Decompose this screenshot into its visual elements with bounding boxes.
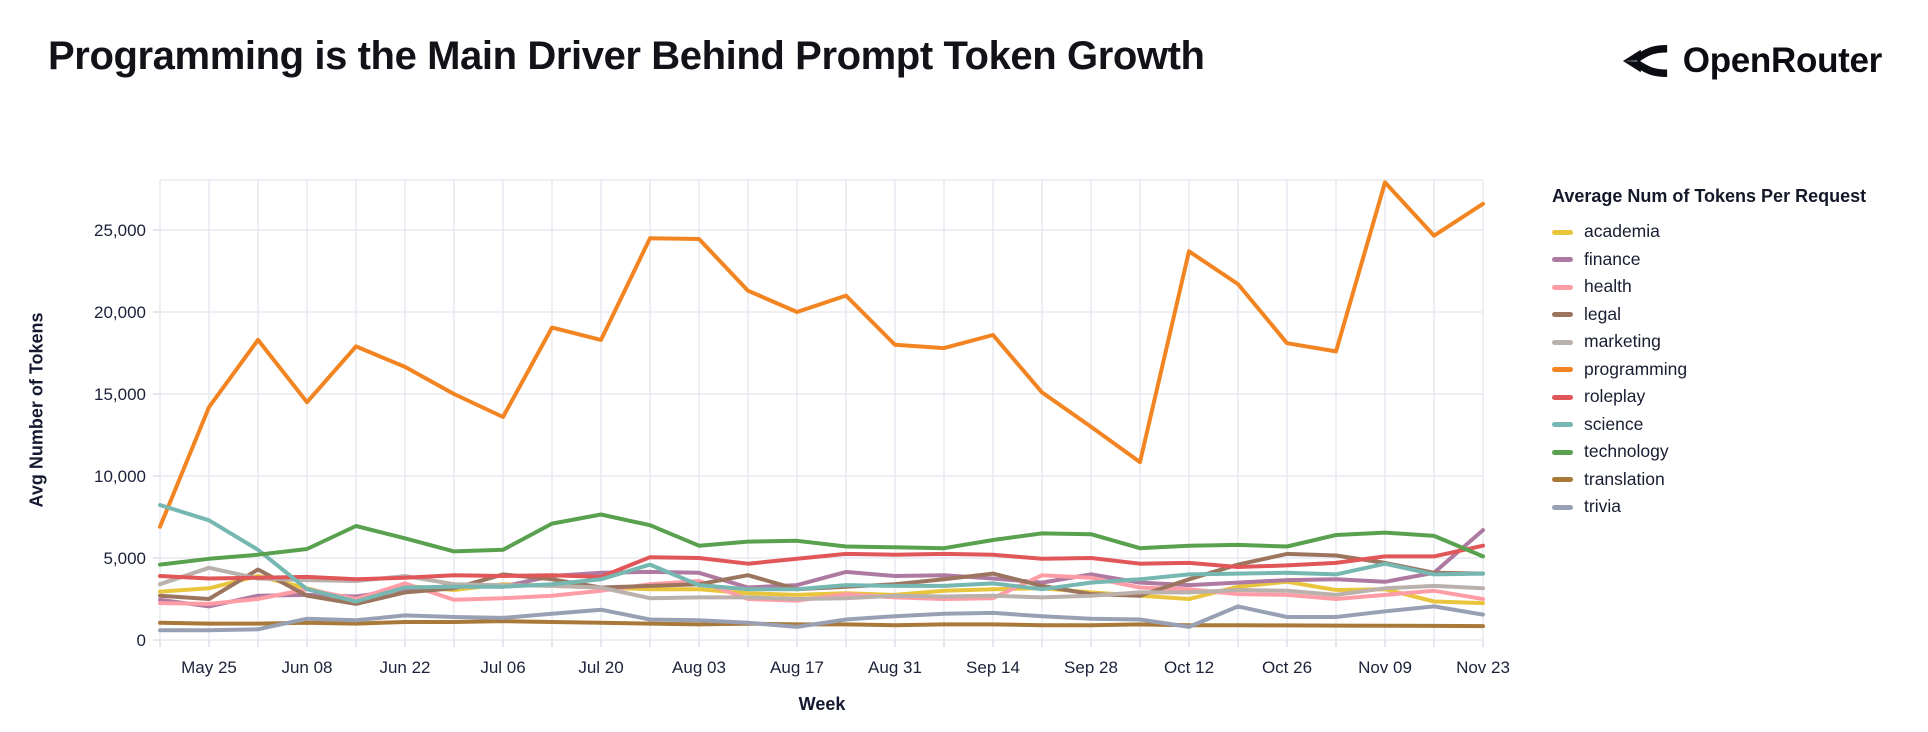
svg-text:Sep 14: Sep 14 [966, 658, 1020, 677]
tick-marks [153, 229, 1484, 647]
legend-label-technology: technology [1584, 441, 1669, 462]
svg-text:10,000: 10,000 [94, 467, 146, 486]
svg-text:20,000: 20,000 [94, 303, 146, 322]
svg-text:Jul 06: Jul 06 [480, 658, 525, 677]
legend-swatch-health [1552, 284, 1573, 290]
legend-swatch-roleplay [1552, 394, 1573, 400]
legend-swatch-science [1552, 422, 1573, 427]
series-line-roleplay [158, 543, 1485, 582]
legend-item-translation: translation [1552, 468, 1924, 489]
legend-swatch-legal [1552, 312, 1573, 317]
legend-label-science: science [1584, 413, 1644, 434]
legend-swatch-finance [1552, 257, 1573, 262]
svg-text:Jul 20: Jul 20 [578, 658, 623, 677]
legend-swatch-marketing [1552, 339, 1573, 345]
svg-text:Aug 17: Aug 17 [770, 658, 824, 677]
svg-text:Oct 12: Oct 12 [1164, 658, 1214, 677]
legend-item-technology: technology [1552, 443, 1924, 461]
svg-text:15,000: 15,000 [94, 385, 146, 404]
series-line-programming [158, 180, 1485, 529]
legend-label-trivia: trivia [1584, 496, 1621, 517]
svg-text:Oct 26: Oct 26 [1262, 658, 1312, 677]
legend-item-programming: programming [1552, 358, 1924, 379]
svg-text:25,000: 25,000 [94, 221, 146, 240]
legend-label-legal: legal [1584, 303, 1621, 324]
legend-label-academia: academia [1584, 221, 1660, 242]
openrouter-logo-icon [1622, 45, 1667, 77]
page-title: Programming is the Main Driver Behind Pr… [48, 34, 1205, 78]
legend-item-academia: academia [1552, 223, 1924, 241]
legend-swatch-programming [1552, 367, 1573, 372]
svg-text:Aug 03: Aug 03 [672, 658, 726, 677]
legend-items: academia finance health legal marketing progr… [1552, 223, 1924, 516]
svg-text:Nov 23: Nov 23 [1456, 658, 1510, 677]
svg-text:Sep 28: Sep 28 [1064, 658, 1118, 677]
svg-text:Jun 22: Jun 22 [379, 658, 430, 677]
svg-text:Aug 31: Aug 31 [868, 658, 922, 677]
legend-item-finance: finance [1552, 248, 1924, 269]
legend-item-health: health [1552, 278, 1924, 296]
legend-label-translation: translation [1584, 468, 1665, 489]
legend-swatch-technology [1552, 449, 1573, 455]
svg-text:Jun 08: Jun 08 [281, 658, 332, 677]
x-axis-title: Week [798, 694, 846, 714]
series-line-science [158, 503, 1485, 604]
legend-swatch-trivia [1552, 504, 1573, 510]
legend-label-programming: programming [1584, 358, 1688, 379]
legend-label-roleplay: roleplay [1584, 386, 1646, 407]
x-tick-labels: May 25 Jun 08 Jun 22 Jul 06 Jul 20 Aug 03 Aug … [181, 658, 1510, 677]
svg-text:5,000: 5,000 [103, 549, 146, 568]
legend-item-science: science [1552, 413, 1924, 434]
legend-item-trivia: trivia [1552, 498, 1924, 516]
legend-label-health: health [1584, 276, 1632, 297]
series-lines [158, 180, 1485, 633]
legend-item-marketing: marketing [1552, 333, 1924, 351]
brand-logo: OpenRouter [1622, 40, 1882, 82]
legend-swatch-academia [1552, 229, 1573, 235]
y-tick-labels: 0 5,000 10,000 15,000 20,000 25,000 [94, 221, 146, 650]
legend-item-legal: legal [1552, 303, 1924, 324]
series-line-technology [158, 512, 1485, 567]
svg-text:0: 0 [137, 631, 146, 650]
legend: Average Num of Tokens Per Request academ… [1552, 186, 1924, 516]
legend-label-finance: finance [1584, 248, 1641, 269]
legend-item-roleplay: roleplay [1552, 388, 1924, 406]
legend-label-marketing: marketing [1584, 331, 1661, 352]
series-line-trivia [158, 604, 1485, 633]
svg-text:Nov 09: Nov 09 [1358, 658, 1412, 677]
legend-swatch-translation [1552, 477, 1573, 482]
svg-text:May 25: May 25 [181, 658, 237, 677]
brand-name: OpenRouter [1682, 41, 1883, 80]
y-axis-title: Avg Number of Tokens [26, 312, 47, 508]
legend-title: Average Num of Tokens Per Request [1552, 186, 1867, 206]
